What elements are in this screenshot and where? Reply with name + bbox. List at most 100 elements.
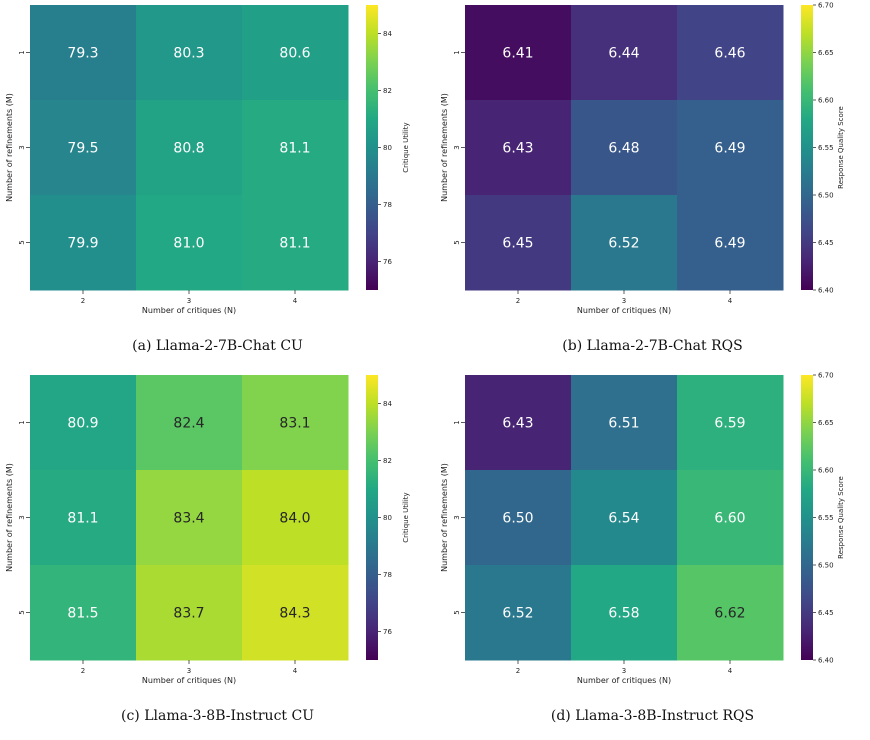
cell-value-label: 6.49 <box>714 236 745 252</box>
colorbar-tick-label: 6.65 <box>818 49 834 57</box>
y-tick-label: 3 <box>18 145 26 149</box>
y-tick-label: 1 <box>18 420 26 424</box>
cell-value-label: 81.1 <box>67 511 98 527</box>
cell-value-label: 6.60 <box>714 511 745 527</box>
cell-value-label: 6.41 <box>502 46 533 62</box>
colorbar-tick-label: 76 <box>383 628 392 636</box>
cell-value-label: 6.59 <box>714 416 745 432</box>
y-axis-label: Number of refinements (M) <box>440 93 449 202</box>
heatmap-cell <box>677 565 784 661</box>
cell-value-label: 82.4 <box>173 416 204 432</box>
cell-value-label: 81.0 <box>173 236 204 252</box>
panel-a: 79.3 80.3 80.6 79.5 80.8 81.1 79.9 81.0 81.1 2 3 4 N… <box>0 0 435 370</box>
y-tick-label: 5 <box>453 610 461 614</box>
y-tick-label: 5 <box>453 240 461 244</box>
panel-c: 80.9 82.4 83.1 81.1 83.4 84.0 81.5 83.7 84.3 2 3 4 N… <box>0 370 435 740</box>
heatmap-cell <box>242 100 349 196</box>
heatmap-cell <box>242 5 349 101</box>
colorbar-tick-label: 76 <box>383 258 392 266</box>
heatmap-cell <box>30 100 137 196</box>
heatmap-cell <box>30 565 137 661</box>
cell-value-label: 81.1 <box>279 236 310 252</box>
colorbar-tick-label: 6.55 <box>818 144 834 152</box>
caption-c: (c) Llama-3-8B-Instruct CU <box>120 708 314 724</box>
cell-value-label: 80.3 <box>173 46 204 62</box>
colorbar-tick-label: 6.65 <box>818 419 834 427</box>
cell-value-label: 6.48 <box>608 141 639 157</box>
heatmap-cell <box>30 195 137 291</box>
heatmap-cell <box>571 375 678 471</box>
cell-value-label: 6.46 <box>714 46 745 62</box>
colorbar-label: Response Quality Score <box>837 106 845 189</box>
heatmap-cell <box>30 375 137 471</box>
heatmap-cell <box>136 375 243 471</box>
colorbar-tick-label: 78 <box>383 571 392 579</box>
colorbar-tick-label: 80 <box>383 144 392 152</box>
heatmap-cell <box>677 5 784 101</box>
heatmap-cell <box>30 470 137 566</box>
x-tick-label: 2 <box>516 667 520 675</box>
colorbar-tick-label: 6.40 <box>818 287 834 295</box>
heatmap-cell <box>465 470 572 566</box>
cell-value-label: 6.43 <box>502 141 533 157</box>
heatmap-c: 80.9 82.4 83.1 81.1 83.4 84.0 81.5 83.7 84.3 2 3 4 N… <box>5 375 410 685</box>
y-axis-label: Number of refinements (M) <box>5 93 14 202</box>
colorbar-tick-label: 80 <box>383 514 392 522</box>
cell-value-label: 83.4 <box>173 511 204 527</box>
cell-value-label: 80.9 <box>67 416 98 432</box>
colorbar-tick-label: 6.50 <box>818 562 834 570</box>
cell-value-label: 6.49 <box>714 141 745 157</box>
x-tick-label: 2 <box>81 667 85 675</box>
cell-value-label: 6.43 <box>502 416 533 432</box>
y-tick-label: 3 <box>453 145 461 149</box>
y-tick-label: 5 <box>18 610 26 614</box>
caption-b: (b) Llama-2-7B-Chat RQS <box>562 338 743 354</box>
cell-value-label: 79.5 <box>67 141 98 157</box>
heatmap-cell <box>677 470 784 566</box>
cell-value-label: 79.3 <box>67 46 98 62</box>
cell-value-label: 6.45 <box>502 236 533 252</box>
cell-value-label: 79.9 <box>67 236 98 252</box>
heatmap-cell <box>465 5 572 101</box>
cell-value-label: 6.62 <box>714 606 745 622</box>
heatmap-d: 6.43 6.51 6.59 6.50 6.54 6.60 6.52 6.58 6.62 2 3 4 N… <box>440 372 845 686</box>
heatmap-cell <box>571 195 678 291</box>
colorbar-tick-label: 6.55 <box>818 514 834 522</box>
heatmap-cell <box>136 5 243 101</box>
heatmap-cell <box>136 195 243 291</box>
colorbar-tick-label: 78 <box>383 201 392 209</box>
cell-value-label: 6.44 <box>608 46 639 62</box>
colorbar <box>366 375 378 660</box>
cell-value-label: 6.58 <box>608 606 639 622</box>
x-axis-label: Number of critiques (N) <box>142 676 236 685</box>
cell-value-label: 6.52 <box>502 606 533 622</box>
heatmap-cell <box>677 100 784 196</box>
cell-value-label: 81.5 <box>67 606 98 622</box>
colorbar-label: Response Quality Score <box>837 476 845 559</box>
x-tick-label: 3 <box>622 667 626 675</box>
colorbar-tick-label: 6.60 <box>818 467 834 475</box>
colorbar-tick-label: 6.50 <box>818 192 834 200</box>
colorbar-tick-label: 6.70 <box>818 2 834 10</box>
x-tick-label: 4 <box>728 667 733 675</box>
colorbar-tick-label: 84 <box>383 400 392 408</box>
colorbar-tick-label: 6.45 <box>818 239 834 247</box>
colorbar-label: Critique Utility <box>402 492 410 542</box>
colorbar-tick-label: 82 <box>383 457 392 465</box>
heatmap-cell <box>571 470 678 566</box>
y-tick-label: 1 <box>453 50 461 54</box>
x-tick-label: 4 <box>293 297 298 305</box>
heatmap-cell <box>242 565 349 661</box>
colorbar-tick-label: 6.60 <box>818 97 834 105</box>
heatmap-cell <box>571 565 678 661</box>
colorbar <box>801 375 813 660</box>
heatmap-cell <box>242 470 349 566</box>
heatmap-cell <box>465 195 572 291</box>
heatmap-cell <box>136 565 243 661</box>
x-tick-label: 4 <box>293 667 298 675</box>
x-tick-label: 2 <box>81 297 85 305</box>
cell-value-label: 6.54 <box>608 511 639 527</box>
colorbar-tick-label: 84 <box>383 30 392 38</box>
x-axis-label: Number of critiques (N) <box>577 306 671 315</box>
cell-value-label: 6.51 <box>608 416 639 432</box>
